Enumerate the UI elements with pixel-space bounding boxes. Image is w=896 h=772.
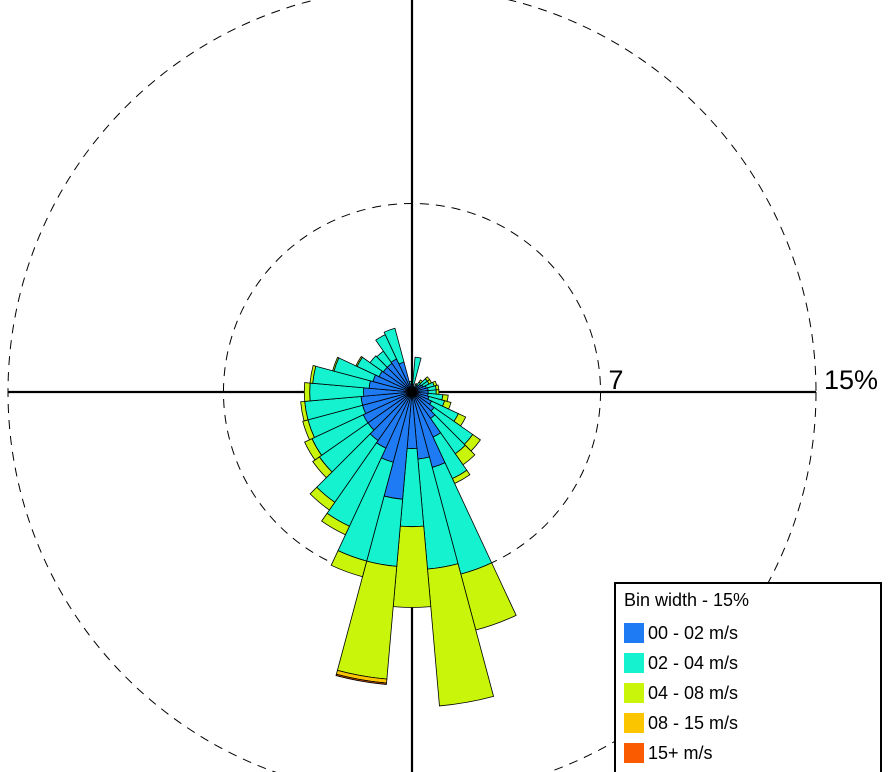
petal-220-bin-2 [309,486,336,511]
petal-190-bin-4 [335,673,387,685]
legend-item-00-02: 00 - 02 m/s [624,618,880,648]
ring-label-15: 15% [824,365,878,395]
petal-250-bin-2 [302,419,315,441]
legend-item-08-15: 08 - 15 m/s [624,708,880,738]
legend-swatch [624,623,644,643]
legend-swatch [624,713,644,733]
legend-item-02-04: 02 - 04 m/s [624,648,880,678]
petal-340-bin-1 [383,327,405,365]
petal-230-bin-2 [312,456,333,479]
petal-280-bin-2 [309,365,317,384]
legend-title: Bin width - 15% [624,590,750,610]
legend-swatch [624,653,644,673]
legend-item-04-08: 04 - 08 m/s [624,678,880,708]
legend-label: 00 - 02 m/s [648,622,739,643]
legend-label: 08 - 15 m/s [648,712,739,733]
petal-310-bin-1 [369,355,388,373]
legend-item-15-plus: 15+ m/s [624,738,880,768]
petal-210-bin-2 [321,512,350,536]
wind-rose-petals [300,327,517,707]
petal-290-bin-2 [332,356,340,372]
legend-label: 04 - 08 m/s [648,682,739,703]
legend-label: 02 - 04 m/s [648,652,739,673]
petal-350-bin-1 [408,380,412,385]
legend-label: 15+ m/s [648,742,713,763]
petal-270-bin-2 [303,382,311,402]
ring-label-7: 7 [609,365,624,395]
petal-240-bin-2 [304,438,323,461]
legend-swatch [624,743,644,763]
petal-300-bin-2 [355,355,363,367]
petal-80-bin-2 [434,384,440,391]
petal-260-bin-2 [300,400,309,422]
petal-10-bin-1 [412,356,422,385]
petal-200-bin-2 [330,550,368,578]
ring-labels: 7 15% [609,365,879,395]
petal-90-bin-2 [435,389,440,395]
legend: Bin width - 15% 00 - 02 m/s 02 - 04 m/s … [614,582,882,772]
petal-190-bin-2 [336,560,398,680]
legend-swatch [624,683,644,703]
petal-170-bin-2 [427,563,495,707]
